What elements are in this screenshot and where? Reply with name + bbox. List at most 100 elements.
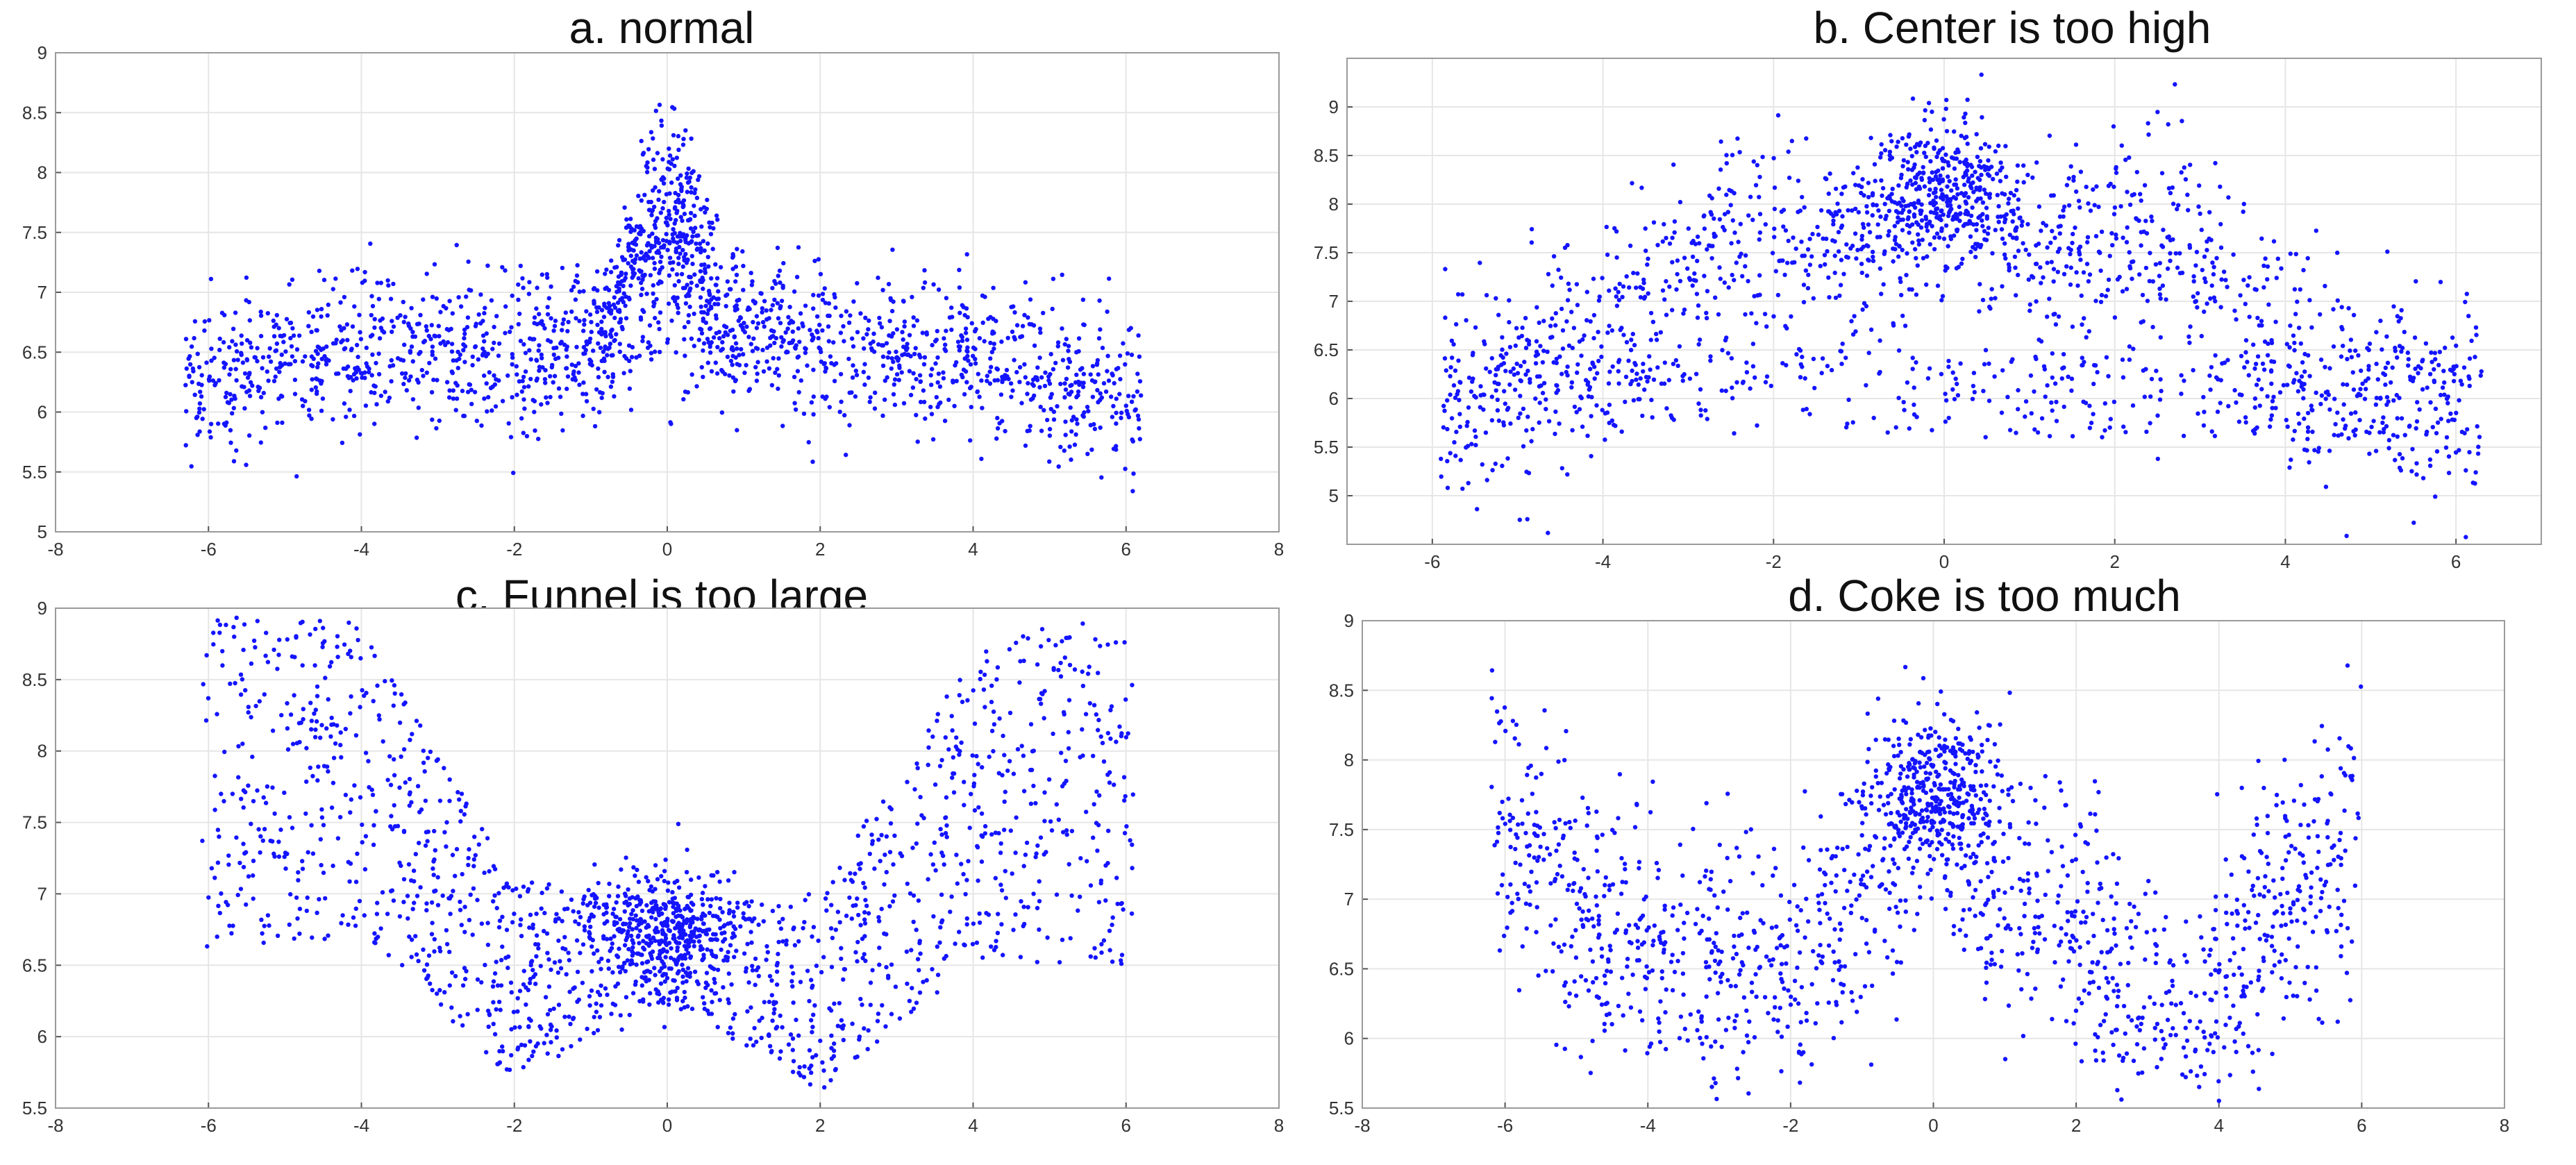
data-point <box>2384 403 2389 407</box>
data-point <box>715 937 719 941</box>
data-point <box>842 413 846 417</box>
data-point <box>1099 476 1103 480</box>
data-point <box>217 348 221 352</box>
data-point <box>2214 256 2218 260</box>
data-point <box>2380 347 2384 351</box>
data-point <box>2291 333 2295 337</box>
data-point <box>1730 153 1734 157</box>
data-point <box>1546 530 1550 535</box>
data-point <box>379 280 383 285</box>
data-point <box>487 1025 491 1029</box>
data-point <box>998 882 1003 887</box>
data-point <box>2415 419 2419 424</box>
data-point <box>1873 178 1877 183</box>
data-point <box>2363 396 2367 401</box>
data-point <box>749 271 753 275</box>
data-point <box>1947 416 1951 420</box>
data-point <box>1732 431 1736 435</box>
y-tick-label: 7.5 <box>22 222 47 243</box>
data-point <box>668 255 672 260</box>
data-point <box>761 320 765 324</box>
data-point <box>2041 275 2045 279</box>
data-point <box>1974 199 1978 203</box>
data-point <box>610 380 614 384</box>
data-point <box>1021 905 1026 909</box>
data-point <box>1971 190 1975 194</box>
data-point <box>577 319 581 323</box>
data-point <box>1563 246 1567 250</box>
data-point <box>794 408 798 412</box>
data-point <box>1538 344 1542 348</box>
data-point <box>1552 254 1556 258</box>
data-point <box>695 196 699 200</box>
data-point <box>720 340 724 344</box>
data-point <box>2067 203 2071 208</box>
data-point <box>2168 259 2172 263</box>
data-point <box>2320 394 2324 398</box>
data-point <box>690 254 694 258</box>
data-point <box>1453 369 1457 373</box>
data-point <box>321 823 326 827</box>
data-point <box>1575 371 1579 375</box>
data-point <box>716 1025 720 1029</box>
data-point <box>935 355 939 360</box>
data-point <box>2300 374 2304 378</box>
data-point <box>1616 360 1621 364</box>
data-point <box>726 355 730 359</box>
data-point <box>623 303 627 308</box>
data-point <box>629 253 633 258</box>
data-point <box>1907 224 1912 228</box>
data-point <box>787 321 792 325</box>
data-point <box>873 391 877 395</box>
data-point <box>1902 158 1906 162</box>
data-point <box>260 366 264 370</box>
data-point <box>466 260 470 264</box>
data-point <box>358 795 362 799</box>
data-point <box>626 261 630 265</box>
data-point <box>1880 194 1884 198</box>
data-point <box>533 428 537 433</box>
data-point <box>344 727 348 731</box>
x-tick-label: -4 <box>353 539 369 560</box>
data-point <box>1585 290 1589 294</box>
data-point <box>430 323 434 327</box>
data-point <box>575 1000 579 1004</box>
data-point <box>430 349 435 353</box>
data-point <box>342 295 346 299</box>
data-point <box>2148 251 2152 255</box>
data-point <box>1546 272 1550 276</box>
data-point <box>970 321 974 325</box>
data-point <box>684 240 688 244</box>
data-point <box>1607 324 1611 328</box>
data-point <box>634 962 638 966</box>
data-point <box>2232 388 2236 392</box>
data-point <box>2093 203 2097 207</box>
data-point <box>277 326 281 330</box>
data-point <box>1136 414 1140 418</box>
data-point <box>724 330 728 335</box>
data-point <box>873 406 877 410</box>
data-point <box>602 359 606 363</box>
data-point <box>1796 210 1800 214</box>
data-point <box>249 822 253 826</box>
data-point <box>204 653 208 657</box>
data-point <box>609 385 613 389</box>
data-point <box>2146 299 2150 303</box>
data-point <box>1912 165 1916 169</box>
data-point <box>2056 270 2060 274</box>
data-point <box>821 955 826 959</box>
data-point <box>230 339 234 343</box>
data-point <box>820 328 824 333</box>
data-point <box>810 400 814 404</box>
data-point <box>209 277 213 281</box>
data-point <box>1647 354 1651 358</box>
data-point <box>2158 292 2162 296</box>
data-point <box>2216 410 2220 414</box>
data-point <box>678 251 682 255</box>
data-point <box>618 320 622 324</box>
data-point <box>1955 266 1959 270</box>
data-point <box>930 343 934 347</box>
data-point <box>2118 204 2123 208</box>
data-point <box>1831 214 1835 218</box>
data-point <box>218 911 222 915</box>
